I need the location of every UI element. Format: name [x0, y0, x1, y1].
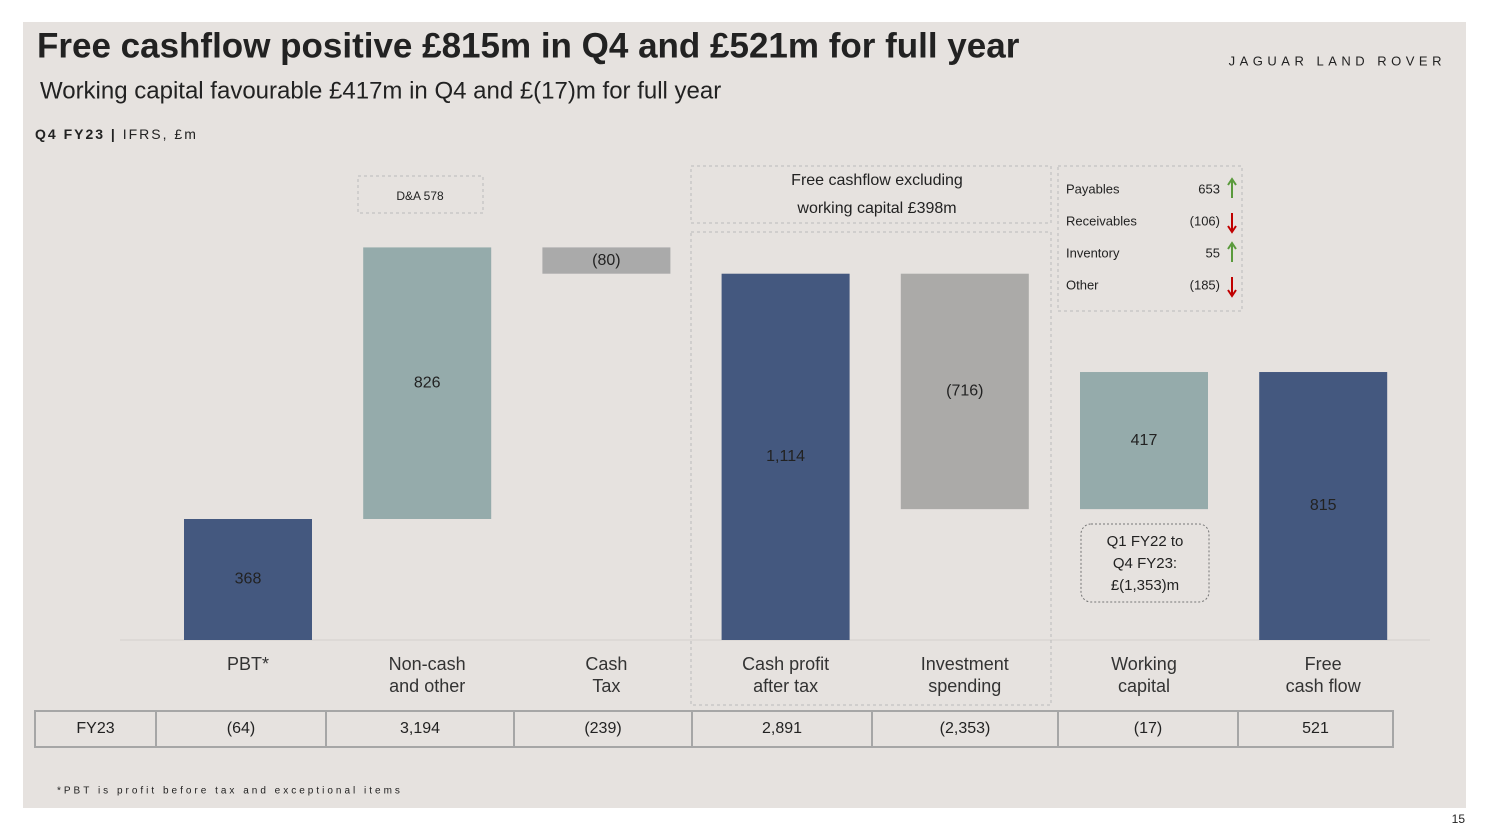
fcf-label: Free cashflow excluding — [791, 172, 963, 189]
value-label: (80) — [592, 252, 620, 269]
separator: | — [111, 126, 117, 142]
wc-note: Q4 FY23: — [1113, 555, 1177, 572]
fy23-value: 2,891 — [762, 720, 802, 737]
bar — [900, 273, 1029, 510]
fcf-box — [690, 165, 1052, 224]
fy23-table — [34, 710, 1394, 748]
category-label: Working capital — [1111, 654, 1177, 696]
value-label: 368 — [235, 571, 262, 588]
fy23-value: (64) — [227, 720, 255, 737]
fy23-label: FY23 — [76, 720, 114, 737]
wc-note-box — [1080, 523, 1210, 603]
fy23-value: (17) — [1134, 720, 1162, 737]
wc-item-value: (185) — [1190, 277, 1220, 292]
wc-arrow-head — [1227, 225, 1237, 234]
wc-arrow-head — [1227, 289, 1237, 298]
wc-item-name: Inventory — [1066, 245, 1120, 260]
wc-note: Q1 FY22 to — [1107, 533, 1184, 550]
fy23-value: (2,353) — [940, 720, 991, 737]
category-label: Cash profit after tax — [742, 654, 830, 696]
bar — [363, 247, 492, 520]
basis: IFRS, £m — [123, 126, 198, 142]
value-label: 417 — [1131, 432, 1158, 449]
wc-item-name: Receivables — [1066, 213, 1137, 228]
wc-item-value: 653 — [1198, 181, 1220, 196]
da-label: D&A 578 — [396, 189, 444, 203]
fcf-group-box — [690, 231, 1052, 706]
bar — [1080, 372, 1208, 510]
wc-item-name: Other — [1066, 277, 1099, 292]
title: Free cashflow positive £815m in Q4 and £… — [37, 26, 1020, 65]
section-label: Q4 FY23 | IFRS, £m — [35, 126, 198, 142]
category-label: Cash Tax — [585, 654, 628, 696]
fy23-value: 3,194 — [400, 720, 440, 737]
page-number: 15 — [1452, 812, 1466, 826]
fy23-value: (239) — [584, 720, 621, 737]
wc-note: £(1,353)m — [1111, 577, 1179, 594]
value-label: (716) — [946, 383, 983, 400]
category-label: Non-cash and other — [388, 654, 466, 696]
wc-breakdown-box — [1057, 165, 1243, 312]
wc-arrow-head — [1227, 241, 1237, 250]
fy23-value: 521 — [1302, 720, 1329, 737]
wc-item-value: (106) — [1190, 213, 1220, 228]
wc-item-name: Payables — [1066, 181, 1120, 196]
bar — [721, 273, 850, 640]
da-box — [357, 175, 484, 214]
value-label: 826 — [414, 374, 441, 391]
brand: JAGUAR LAND ROVER — [1229, 53, 1446, 68]
wc-item-value: 55 — [1206, 245, 1220, 260]
bar — [1259, 372, 1388, 640]
value-label: 1,114 — [766, 448, 805, 465]
wc-arrow-head — [1227, 177, 1237, 186]
footnote: *PBT is profit before tax and exceptiona… — [57, 786, 403, 797]
bar — [542, 247, 671, 274]
period: Q4 FY23 — [35, 126, 105, 142]
bar — [184, 519, 312, 640]
fcf-label: working capital £398m — [796, 200, 956, 217]
subtitle: Working capital favourable £417m in Q4 a… — [40, 77, 721, 104]
category-label: Investment spending — [920, 654, 1009, 696]
value-label: 815 — [1310, 497, 1337, 514]
category-label: PBT* — [226, 654, 269, 674]
category-label: Free cash flow — [1285, 654, 1361, 696]
